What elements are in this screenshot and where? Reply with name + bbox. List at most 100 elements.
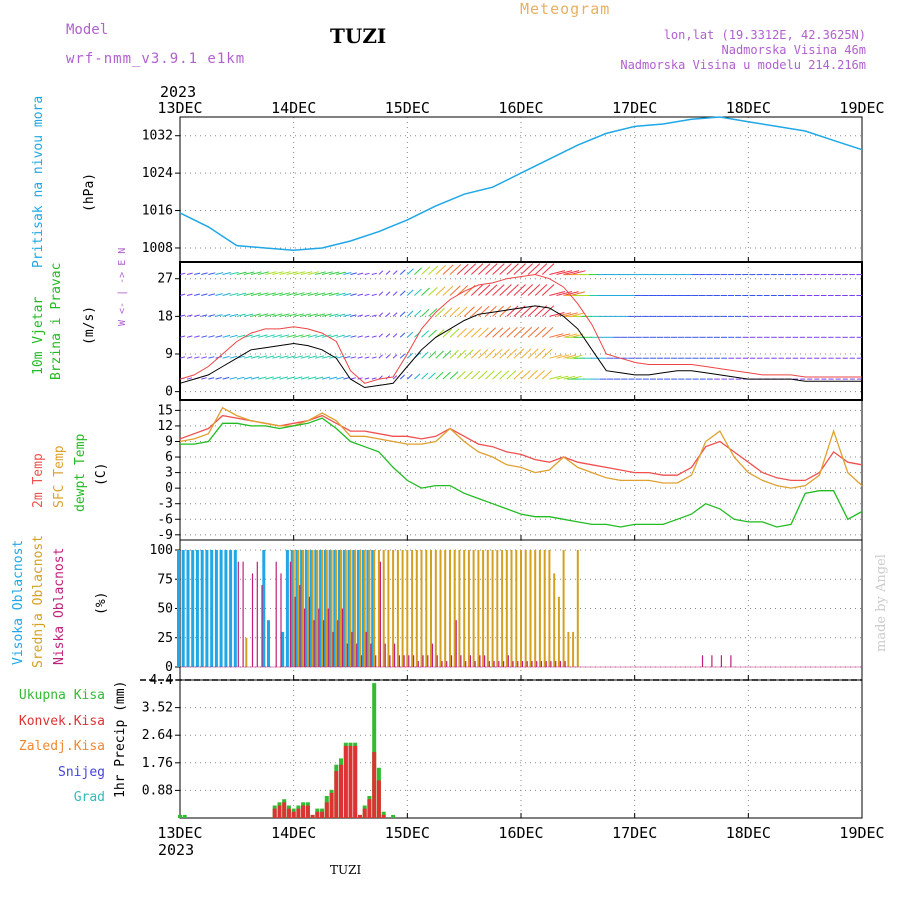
- wind-arrow: [499, 263, 512, 275]
- wind-arrow: [364, 272, 370, 275]
- cloud-bar: [488, 661, 490, 667]
- cloud-bar: [479, 655, 481, 667]
- cloud-bar: [543, 550, 546, 667]
- wind-arrow: [179, 314, 186, 317]
- wind-arrow: [534, 326, 547, 338]
- cloud-bar: [557, 596, 560, 667]
- wind-arrow: [300, 271, 313, 275]
- wind-arrow: [378, 333, 384, 338]
- wind-arrow: [549, 270, 566, 275]
- wind-arrow: [293, 313, 305, 317]
- cloud-bar: [436, 655, 438, 667]
- cloud-bar: [446, 661, 448, 667]
- cloud-bar: [389, 655, 391, 667]
- cloud-bar: [538, 550, 541, 667]
- ytick-label: 12: [157, 419, 173, 434]
- cloud-bar: [572, 631, 575, 667]
- wind-arrow: [257, 271, 270, 275]
- precip-bar: [339, 764, 343, 818]
- cloud-bar: [233, 550, 237, 667]
- x-tick-label-top: 13DEC: [157, 99, 202, 117]
- wind-arrow: [470, 284, 483, 296]
- cloud-bar: [484, 655, 486, 667]
- cloud-bar: [382, 550, 385, 667]
- cloud-bar: [330, 550, 333, 667]
- wind-arrow: [456, 306, 468, 317]
- wind-arrow: [506, 305, 519, 317]
- wind-side-label-2: Brzina i Pravac: [49, 263, 64, 380]
- cloud-bar: [342, 550, 346, 667]
- cloud-bar: [491, 550, 494, 667]
- wind-arrow: [485, 348, 496, 359]
- wind-arrow: [257, 313, 269, 317]
- cloud-bar: [463, 550, 466, 667]
- wind-arrow: [314, 334, 325, 338]
- cloud-bar: [328, 550, 332, 667]
- cloud-bar: [304, 608, 306, 667]
- precip-bar: [286, 808, 291, 818]
- x-tick-label-bottom: 14DEC: [271, 824, 316, 842]
- cloud-bar: [370, 643, 372, 667]
- wind-arrow: [300, 355, 310, 359]
- x-tick-label-top: 18DEC: [726, 99, 771, 117]
- wind-arrow: [392, 375, 398, 380]
- cloud-bar: [346, 643, 348, 667]
- wind-arrow: [570, 270, 586, 275]
- wind-arrow: [470, 349, 481, 359]
- wind-arrow: [236, 292, 247, 296]
- wind-arrow: [272, 271, 284, 275]
- cloud-bar: [431, 643, 434, 667]
- precip-ylabel: 1hr Precip (mm): [113, 681, 128, 798]
- wind-arrow: [506, 263, 519, 275]
- wind-arrow: [279, 355, 289, 359]
- precip-bar: [296, 808, 301, 818]
- wind-arrow: [243, 376, 252, 380]
- cloud-bar: [501, 550, 504, 667]
- wind-arrow: [478, 284, 491, 296]
- precip-bar: [358, 814, 362, 818]
- wind-arrow: [229, 313, 239, 317]
- cloud-bar: [469, 655, 471, 667]
- lonlat-label: lon,lat (19.3312E, 42.3625N): [664, 28, 866, 42]
- wind-arrow: [186, 272, 193, 275]
- wind-arrow: [478, 305, 490, 317]
- wind-arrow: [485, 305, 497, 317]
- wind-arrow: [449, 306, 461, 317]
- cloud-ylabel: (%): [94, 592, 109, 615]
- wind-arrow: [350, 314, 357, 317]
- cloud-bar: [548, 550, 551, 667]
- cloud-bar: [304, 550, 308, 667]
- precip-bar: [301, 805, 306, 818]
- wind-arrow: [549, 291, 566, 296]
- precip-bar: [305, 805, 310, 818]
- wind-arrow: [499, 370, 510, 380]
- wind-arrow: [556, 333, 571, 338]
- wind-arrow: [307, 313, 319, 317]
- model-label: Model: [66, 22, 108, 38]
- cloud-side-label-3: Niska Oblacnost: [52, 548, 67, 665]
- precip-bar: [376, 780, 381, 818]
- cloud-bar: [403, 655, 405, 667]
- cloud-bar: [526, 661, 528, 667]
- wind-arrow: [534, 348, 546, 359]
- ytick-label: 1032: [142, 129, 173, 144]
- wind-arrow: [478, 349, 489, 359]
- wind-arrow: [215, 314, 223, 317]
- cloud-bar: [373, 550, 376, 667]
- wind-arrow: [243, 355, 253, 359]
- cloud-bar: [711, 655, 713, 667]
- wind-arrow: [257, 334, 268, 338]
- wind-arrow: [428, 372, 436, 380]
- cloud-bar: [371, 550, 375, 667]
- wind-arrow: [392, 354, 398, 359]
- cloud-bar: [292, 550, 295, 667]
- wind-arrow: [279, 334, 290, 338]
- wind-arrow: [279, 271, 291, 275]
- x-tick-label-bottom: 13DEC: [157, 824, 202, 842]
- cloud-bar: [430, 550, 432, 667]
- cloud-bar: [524, 550, 527, 667]
- wind-arrow: [470, 306, 483, 317]
- pressure-line: [179, 116, 863, 252]
- cloud-bar: [515, 550, 518, 667]
- cloud-bar: [347, 550, 351, 667]
